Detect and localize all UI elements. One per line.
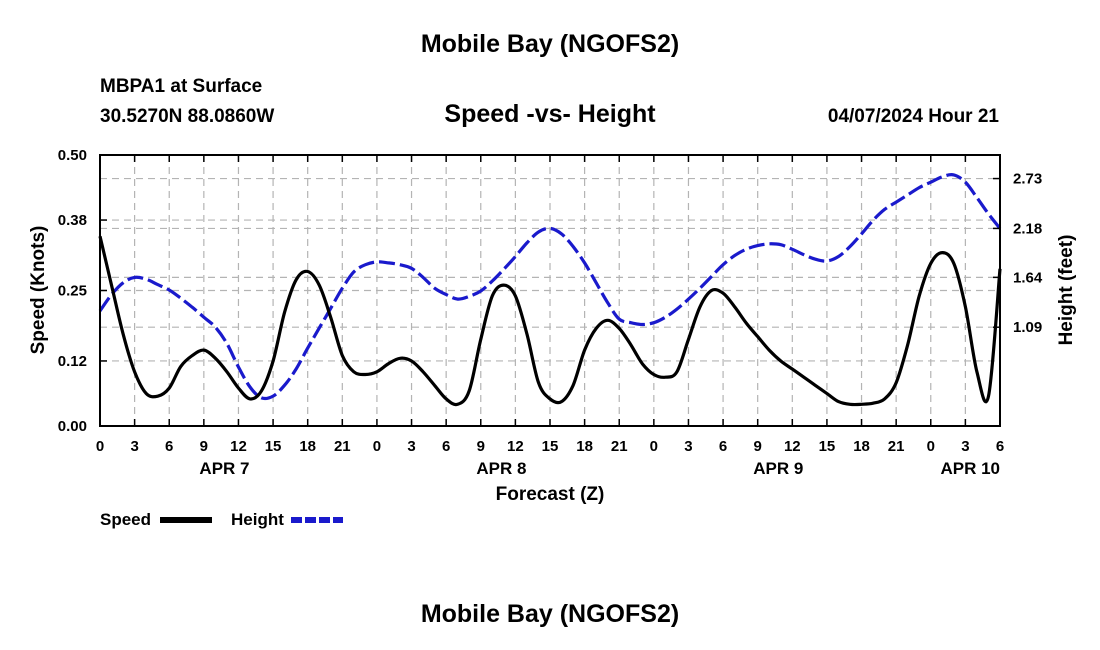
chart-subtitle: Speed -vs- Height	[444, 100, 656, 128]
legend-label-height: Height	[231, 510, 284, 529]
date-label: APR 10	[940, 459, 1000, 478]
x-tick-label: 12	[507, 438, 524, 455]
y2-axis-label: Height (feet)	[1056, 235, 1077, 346]
x-tick-label: 18	[576, 438, 593, 455]
x-tick-label: 9	[754, 438, 762, 455]
x-tick-label: 15	[819, 438, 836, 455]
x-axis-label: Forecast (Z)	[496, 484, 605, 505]
x-tick-label: 3	[961, 438, 969, 455]
legend: Speed Height	[100, 510, 343, 529]
x-tick-label: 21	[888, 438, 905, 455]
date-label: APR 7	[199, 459, 249, 478]
y-tick-label: 0.25	[58, 283, 87, 300]
y-axis-label: Speed (Knots)	[28, 226, 49, 355]
x-tick-label: 6	[165, 438, 173, 455]
x-tick-label: 6	[442, 438, 450, 455]
x-tick-label: 21	[334, 438, 351, 455]
series-line-speed	[98, 235, 1002, 407]
x-tick-label: 9	[477, 438, 485, 455]
y-tick-label: 0.38	[58, 212, 87, 229]
x-tick-label: 0	[96, 438, 104, 455]
x-tick-label: 15	[265, 438, 282, 455]
x-tick-label: 6	[719, 438, 727, 455]
x-tick-label: 3	[684, 438, 692, 455]
x-tick-label: 3	[130, 438, 138, 455]
y-tick-label: 0.50	[58, 147, 87, 164]
x-tick-label: 0	[650, 438, 658, 455]
plot-layer	[98, 173, 1002, 407]
chart-title: Mobile Bay (NGOFS2)	[420, 30, 680, 58]
x-tick-label: 9	[200, 438, 208, 455]
y2-tick-label: 1.64	[1013, 269, 1043, 286]
y2-tick-label: 1.09	[1013, 319, 1042, 336]
y2-tick-label: 2.73	[1013, 171, 1042, 188]
station-label: MBPA1 at Surface	[100, 76, 263, 97]
legend-label-speed: Speed	[100, 510, 151, 529]
x-tick-label: 6	[996, 438, 1004, 455]
footer-title: Mobile Bay (NGOFS2)	[420, 600, 680, 628]
axis-layer: 0 3 6 9 12 15 18 21 0 3 6 9 12 15 18 21 0 3 6 9 12 15 18 21 0 3 6 A…	[58, 147, 1043, 478]
y2-tick-label: 2.18	[1013, 220, 1042, 237]
series-line-height	[98, 173, 1002, 401]
date-label: APR 8	[476, 459, 526, 478]
x-tick-label: 0	[927, 438, 935, 455]
x-tick-label: 3	[407, 438, 415, 455]
x-tick-label: 12	[784, 438, 801, 455]
y-tick-label: 0.00	[58, 418, 87, 435]
x-tick-label: 0	[373, 438, 381, 455]
x-tick-label: 18	[299, 438, 316, 455]
x-tick-label: 15	[542, 438, 559, 455]
station-coordinates: 30.5270N 88.0860W	[100, 106, 275, 127]
date-label: APR 9	[753, 459, 803, 478]
x-tick-label: 18	[853, 438, 870, 455]
x-tick-label: 12	[230, 438, 247, 455]
y-tick-label: 0.12	[58, 353, 87, 370]
x-tick-label: 21	[611, 438, 628, 455]
forecast-datetime: 04/07/2024 Hour 21	[827, 106, 999, 127]
